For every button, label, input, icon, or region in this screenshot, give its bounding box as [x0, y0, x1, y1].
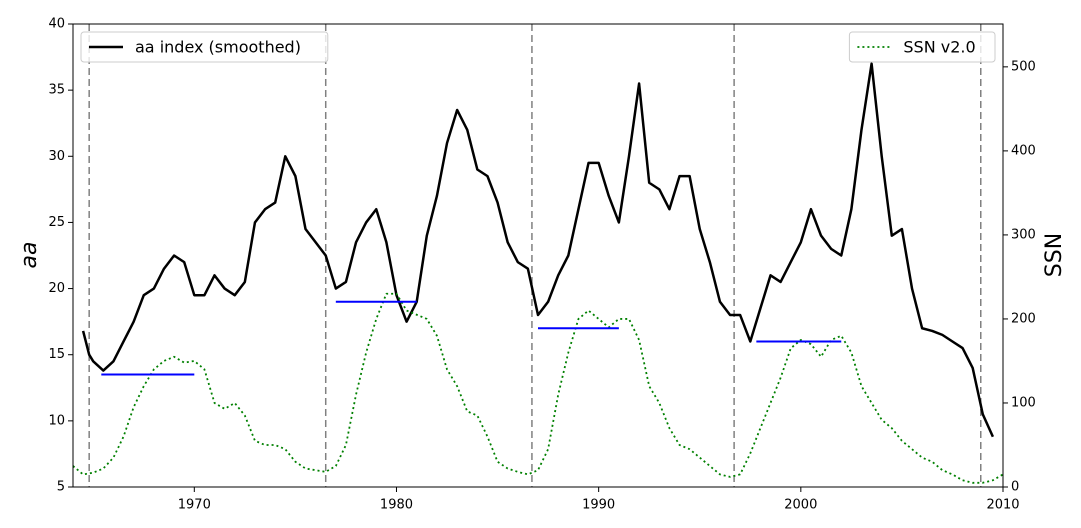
x-tick-label: 2010	[986, 498, 1019, 513]
legend-label: aa index (smoothed)	[135, 38, 301, 57]
y2-tick-label: 200	[1011, 311, 1036, 326]
x-tick-label: 1990	[582, 498, 615, 513]
y-tick-label: 15	[48, 347, 65, 362]
x-tick-label: 1970	[178, 498, 211, 513]
legend-box	[848, 31, 996, 63]
y-axis-label: aa	[17, 242, 42, 269]
y2-tick-label: 300	[1011, 227, 1036, 242]
series-line	[72, 292, 1004, 484]
plot-frame	[72, 23, 1004, 488]
y2-axis-label: SSN	[1042, 233, 1067, 277]
legend-label: SSN v2.0	[903, 38, 975, 57]
y-tick-label: 5	[57, 480, 65, 495]
x-tick-label: 1980	[380, 498, 413, 513]
y2-tick-label: 500	[1011, 59, 1036, 74]
x-tick-label: 2000	[784, 498, 817, 513]
legend-box	[80, 31, 329, 63]
y-tick-label: 40	[48, 17, 65, 32]
y-tick-label: 25	[48, 215, 65, 230]
y2-tick-label: 100	[1011, 395, 1036, 410]
y-tick-label: 10	[48, 413, 65, 428]
y2-tick-label: 400	[1011, 143, 1036, 158]
y-tick-label: 20	[48, 281, 65, 296]
y-tick-label: 35	[48, 83, 65, 98]
series-line	[81, 62, 995, 438]
y-tick-label: 30	[48, 149, 65, 164]
y2-tick-label: 0	[1011, 480, 1019, 495]
